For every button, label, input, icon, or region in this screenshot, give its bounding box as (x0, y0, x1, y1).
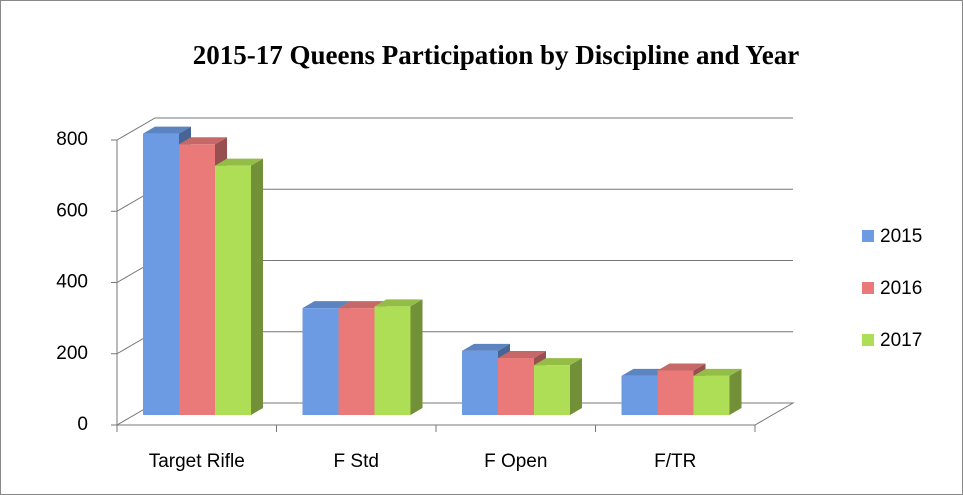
legend-swatch (862, 230, 874, 242)
bar (302, 308, 339, 415)
x-tick-label: Target Rifle (149, 451, 245, 472)
x-tick-label: F Std (334, 451, 379, 472)
y-tick-label: 0 (77, 414, 88, 435)
bar (338, 308, 375, 415)
bar-top (215, 158, 263, 166)
bar-top (534, 358, 582, 366)
bar-top (498, 351, 546, 358)
x-tick-label: F Open (484, 451, 547, 472)
y-tick-label: 200 (56, 343, 88, 364)
bar-top (374, 299, 423, 307)
bar (462, 350, 498, 415)
legend-swatch (862, 334, 874, 346)
grid-line (116, 117, 793, 141)
y-tick-label: 600 (56, 200, 88, 221)
floor (115, 402, 795, 426)
bar-top (657, 363, 706, 371)
y-tick-label: 400 (56, 272, 88, 293)
bar (374, 306, 411, 415)
legend-label: 2015 (880, 226, 922, 247)
bar (621, 375, 658, 415)
chart-title: 2015-17 Queens Participation by Discipli… (193, 40, 800, 70)
bar (693, 375, 730, 415)
x-tick-label: F/TR (654, 451, 696, 472)
bar-top (143, 126, 191, 134)
bar-top (693, 368, 742, 376)
bar-side (570, 358, 582, 415)
bar (143, 133, 179, 415)
bar (215, 165, 251, 415)
legend-swatch (862, 282, 874, 294)
bar (534, 365, 570, 415)
bar-top (302, 301, 351, 309)
legend-label: 2016 (880, 278, 922, 299)
bar (179, 144, 215, 415)
y-tick-label: 800 (56, 129, 88, 150)
bar (657, 370, 694, 415)
legend-label: 2017 (880, 330, 922, 351)
bar-top (179, 137, 227, 145)
bar-side (410, 299, 423, 415)
bar (498, 358, 534, 415)
bar-side (251, 158, 263, 415)
bar-top (462, 343, 510, 351)
bar-side (729, 368, 742, 415)
